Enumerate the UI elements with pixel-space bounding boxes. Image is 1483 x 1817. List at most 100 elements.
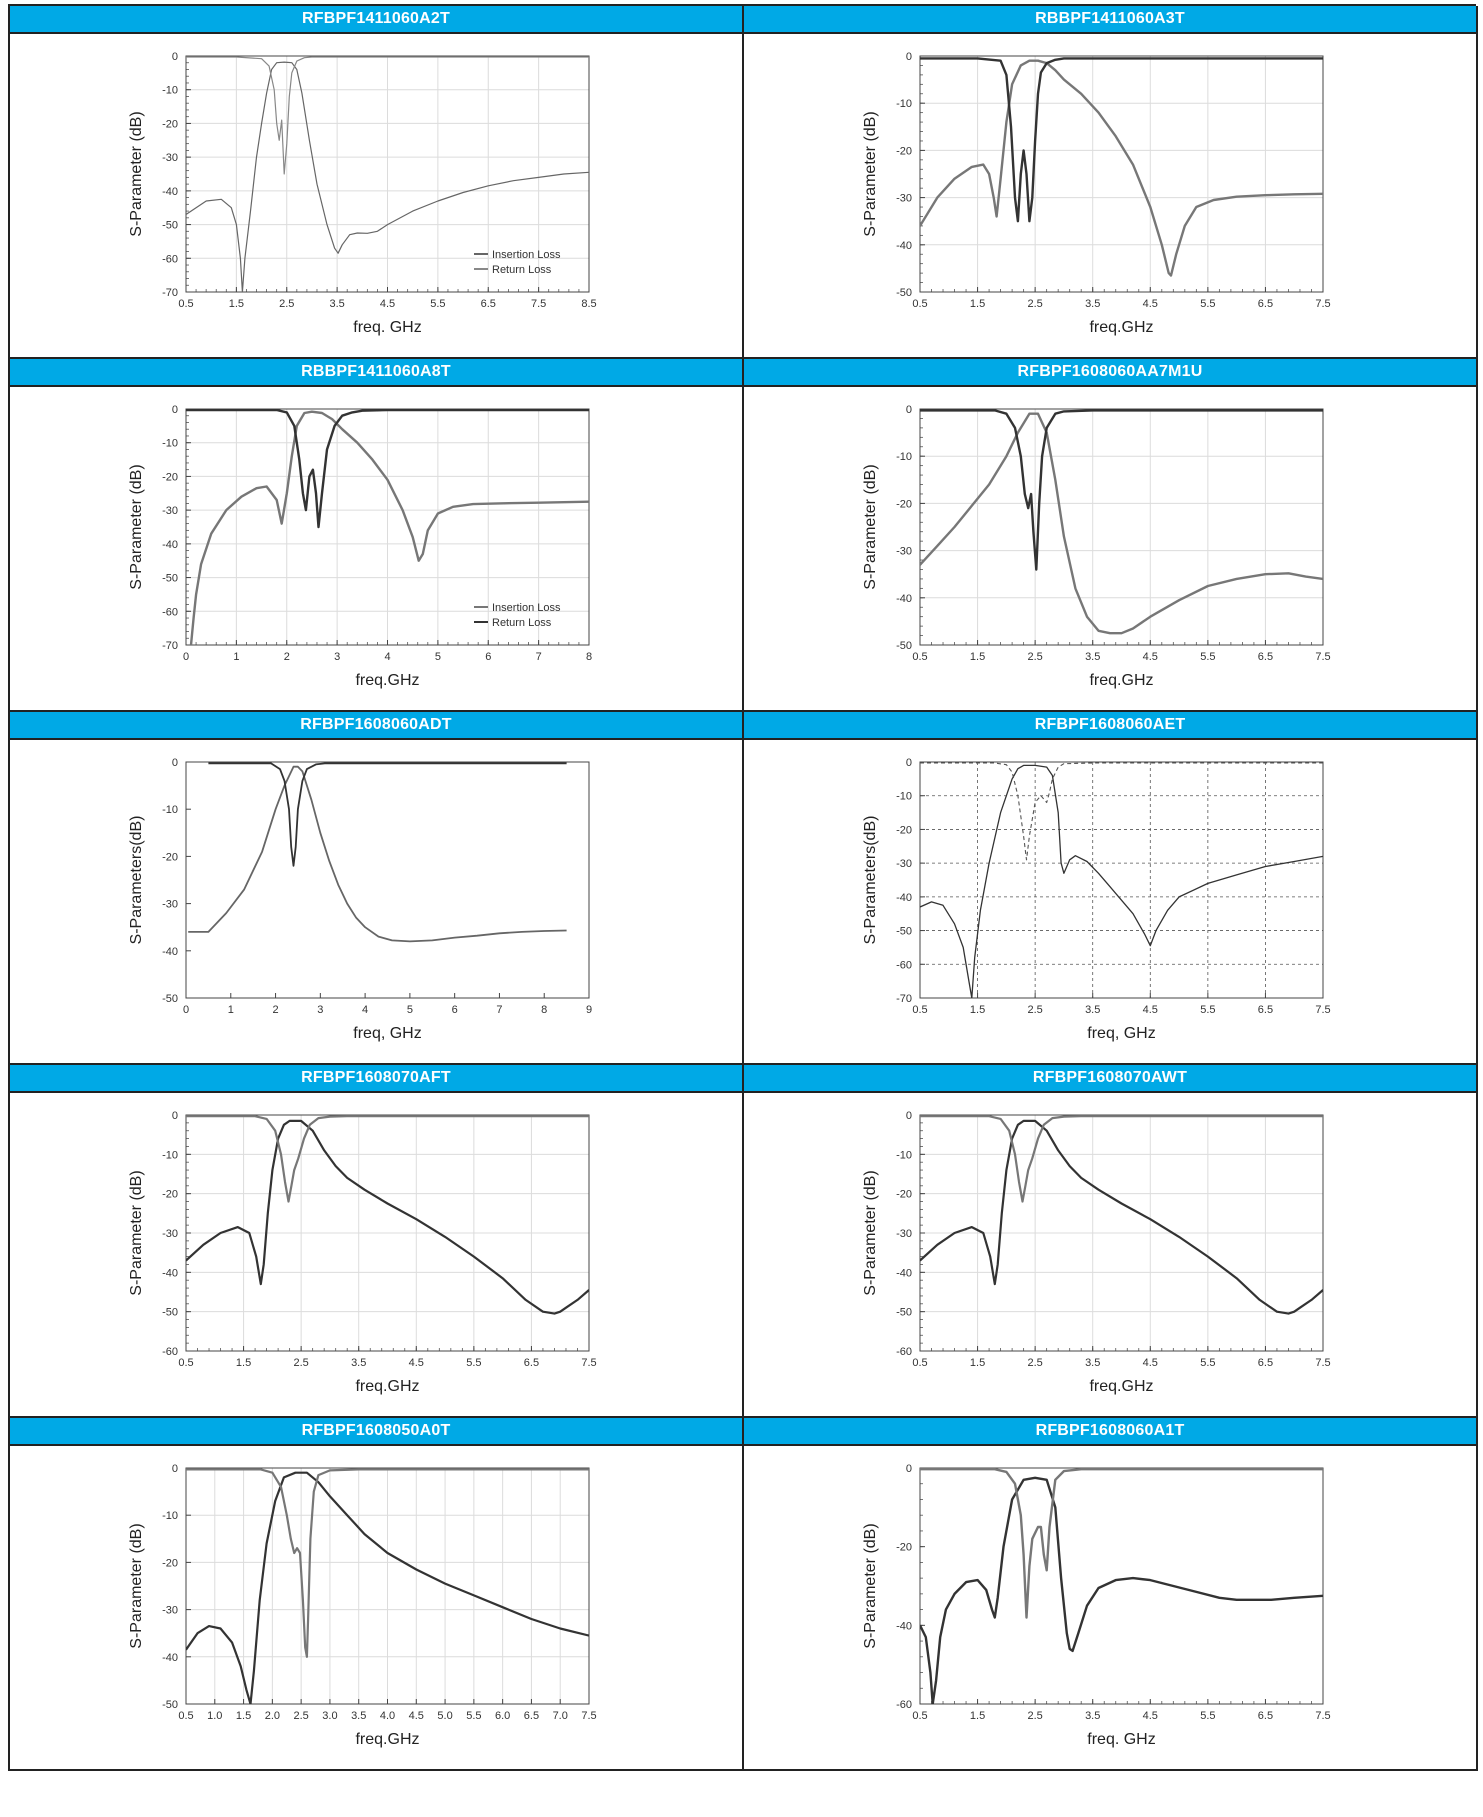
series-line-1 bbox=[186, 1471, 589, 1704]
x-tick-label: 1.0 bbox=[207, 1710, 222, 1722]
chart-title: RFBPF1608060AA7M1U bbox=[744, 359, 1478, 387]
x-tick-label: 6 bbox=[452, 1004, 458, 1016]
y-tick-label: -10 bbox=[896, 1149, 912, 1161]
x-tick-label: 8 bbox=[586, 651, 592, 663]
chart-grid: RFBPF1411060A2T RBBPF1411060A3T 0.5 1.5 2.5 3… bbox=[8, 4, 1478, 1771]
plot-area bbox=[920, 409, 1323, 645]
y-tick-label: 0 bbox=[172, 1110, 178, 1122]
series-line-2 bbox=[186, 1115, 589, 1203]
x-tick-label: 3 bbox=[317, 1004, 323, 1016]
s-parameter-chart: 0.5 1.5 2.5 3.5 4.5 5.5 6.5 7.5 0 -20 -40 -60 freq. … bbox=[862, 1463, 1331, 1748]
y-tick-label: -10 bbox=[896, 451, 912, 463]
y-tick-label: -20 bbox=[162, 1189, 178, 1201]
series-line-1 bbox=[920, 1476, 1323, 1704]
chart-panel: 0.5 1.0 1.5 2.0 2.5 3.0 3.5 4.0 4.5 5.0 5.5 6.0 6.5 7… bbox=[10, 1446, 744, 1771]
y-tick-label: -30 bbox=[896, 1228, 912, 1240]
x-tick-label: 5.5 bbox=[1200, 1710, 1215, 1722]
x-tick-label: 4.0 bbox=[380, 1710, 395, 1722]
y-tick-label: -50 bbox=[162, 1699, 178, 1711]
x-tick-label: 3.5 bbox=[1085, 651, 1100, 663]
x-tick-label: 5.5 bbox=[466, 1710, 481, 1722]
y-tick-label: -20 bbox=[896, 498, 912, 510]
chart-panel: 0.5 1.5 2.5 3.5 4.5 5.5 6.5 7.5 8.5 0 -10 -20 -30 -40… bbox=[10, 34, 744, 359]
y-tick-label: 0 bbox=[906, 51, 912, 63]
y-tick-label: -40 bbox=[896, 593, 912, 605]
y-tick-label: -60 bbox=[896, 1699, 912, 1711]
y-axis-label: S-Parameter (dB) bbox=[128, 1170, 145, 1295]
s-parameter-chart: 0 1 2 3 4 5 6 7 8 9 0 -10 -20 -30 -40 -50 freq, GHz S-Par… bbox=[128, 757, 592, 1042]
y-tick-label: -30 bbox=[162, 899, 178, 911]
y-tick-label: -20 bbox=[162, 851, 178, 863]
series-line-1 bbox=[186, 1119, 589, 1315]
x-tick-label: 2 bbox=[284, 651, 290, 663]
plot-frame bbox=[185, 761, 590, 999]
plot-area bbox=[920, 56, 1323, 292]
series-line-2 bbox=[186, 56, 589, 175]
x-tick-label: 2.5 bbox=[1027, 1004, 1042, 1016]
y-tick-label: -50 bbox=[896, 926, 912, 938]
x-tick-label: 6.5 bbox=[524, 1710, 539, 1722]
x-tick-label: 1.5 bbox=[970, 651, 985, 663]
y-tick-label: 0 bbox=[172, 757, 178, 769]
x-tick-label: 2.5 bbox=[1027, 651, 1042, 663]
y-tick-label: -50 bbox=[896, 1307, 912, 1319]
plot-area bbox=[920, 1468, 1323, 1704]
x-tick-label: 7.5 bbox=[1315, 651, 1330, 663]
y-tick-label: -10 bbox=[162, 1510, 178, 1522]
x-tick-label: 0.5 bbox=[912, 651, 927, 663]
y-tick-label: 0 bbox=[172, 51, 178, 63]
s-parameter-chart: 0.5 1.5 2.5 3.5 4.5 5.5 6.5 7.5 8.5 0 -10 -20 -30 -40… bbox=[128, 51, 597, 336]
x-tick-label: 5.5 bbox=[466, 1357, 481, 1369]
y-tick-label: -20 bbox=[896, 1189, 912, 1201]
series-line-1 bbox=[920, 764, 1323, 998]
y-axis-label: S-Parameter (dB) bbox=[862, 1170, 879, 1295]
x-tick-label: 3.5 bbox=[1085, 1357, 1100, 1369]
y-tick-label: -20 bbox=[162, 1557, 178, 1569]
x-axis-label: freq. GHz bbox=[1087, 1731, 1155, 1748]
y-axis-label: S-Parameter (dB) bbox=[128, 111, 145, 236]
x-tick-label: 7.5 bbox=[531, 298, 546, 310]
chart-title: RFBPF1608070AFT bbox=[10, 1065, 744, 1093]
x-tick-label: 0 bbox=[183, 1004, 189, 1016]
x-tick-label: 1.5 bbox=[229, 298, 244, 310]
legend-label: Return Loss bbox=[492, 617, 552, 629]
series-line-1 bbox=[186, 61, 589, 292]
x-tick-label: 0.5 bbox=[178, 1710, 193, 1722]
x-axis-label: freq.GHz bbox=[355, 1731, 419, 1748]
y-tick-label: -40 bbox=[162, 1652, 178, 1664]
x-tick-label: 7.5 bbox=[581, 1357, 596, 1369]
x-axis-label: freq.GHz bbox=[1089, 319, 1153, 336]
series-line-2 bbox=[208, 762, 567, 867]
y-tick-label: -10 bbox=[162, 438, 178, 450]
x-tick-label: 1.5 bbox=[970, 1357, 985, 1369]
x-tick-label: 2 bbox=[272, 1004, 278, 1016]
y-tick-label: -60 bbox=[162, 1346, 178, 1358]
x-tick-label: 2.5 bbox=[1027, 1710, 1042, 1722]
x-tick-label: 0.5 bbox=[912, 1710, 927, 1722]
y-tick-label: -70 bbox=[896, 993, 912, 1005]
x-tick-label: 5 bbox=[435, 651, 441, 663]
y-tick-label: -10 bbox=[162, 1149, 178, 1161]
x-tick-label: 5.5 bbox=[430, 298, 445, 310]
y-axis-label: S-Parameters(dB) bbox=[862, 816, 879, 945]
y-tick-label: -50 bbox=[162, 993, 178, 1005]
chart-panel: 0.5 1.5 2.5 3.5 4.5 5.5 6.5 7.5 0 -20 -40 -60 freq. … bbox=[744, 1446, 1478, 1771]
y-tick-label: -50 bbox=[162, 220, 178, 232]
series-line-2 bbox=[920, 409, 1323, 571]
chart-title: RBBPF1411060A3T bbox=[744, 6, 1478, 34]
plot-area bbox=[920, 762, 1323, 998]
x-tick-label: 5.5 bbox=[1200, 651, 1215, 663]
y-axis-label: S-Parameter (dB) bbox=[862, 464, 879, 589]
y-tick-label: -10 bbox=[162, 804, 178, 816]
y-tick-label: 0 bbox=[172, 404, 178, 416]
y-axis-label: S-Parameter (dB) bbox=[862, 111, 879, 236]
x-tick-label: 4.5 bbox=[1143, 1357, 1158, 1369]
chart-title: RFBPF1608050A0T bbox=[10, 1418, 744, 1446]
legend-label: Insertion Loss bbox=[492, 249, 561, 261]
chart-title: RFBPF1411060A2T bbox=[10, 6, 744, 34]
x-tick-label: 4.5 bbox=[1143, 298, 1158, 310]
s-parameter-chart: 0.5 1.5 2.5 3.5 4.5 5.5 6.5 7.5 0 -10 -20 -30 -40 -50… bbox=[862, 757, 1331, 1042]
x-tick-label: 3.5 bbox=[329, 298, 344, 310]
x-tick-label: 4.5 bbox=[1143, 651, 1158, 663]
y-tick-label: -50 bbox=[896, 640, 912, 652]
